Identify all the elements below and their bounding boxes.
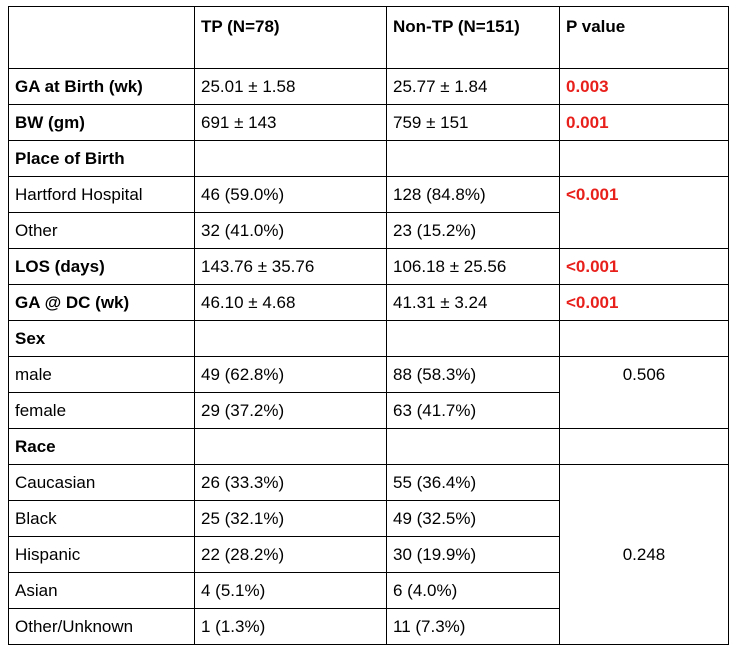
row-label: GA @ DC (wk) (8, 284, 195, 321)
tp-value: 691 ± 143 (194, 104, 387, 141)
tp-value: 46.10 ± 4.68 (194, 284, 387, 321)
header-p-value: P value (559, 6, 729, 69)
section-row: Sex (8, 320, 729, 357)
non-tp-value: 128 (84.8%) (386, 176, 560, 213)
tp-value: 49 (62.8%) (194, 356, 387, 393)
tp-value: 22 (28.2%) (194, 536, 387, 573)
tp-value: 32 (41.0%) (194, 212, 387, 249)
table-row: Caucasian 26 (33.3%) 55 (36.4%) 0.248 (8, 464, 729, 645)
table-row: male 49 (62.8%) 88 (58.3%) 0.506 (8, 356, 729, 429)
empty-cell (559, 428, 729, 465)
tp-value: 1 (1.3%) (194, 608, 387, 645)
empty-cell (386, 140, 560, 177)
tp-value: 29 (37.2%) (194, 392, 387, 429)
p-value: 0.506 (559, 356, 729, 429)
empty-cell (194, 140, 387, 177)
p-value: <0.001 (559, 176, 729, 249)
row-label: BW (gm) (8, 104, 195, 141)
row-label: Other (8, 212, 195, 249)
p-value: <0.001 (559, 284, 729, 321)
table-row: Hartford Hospital 46 (59.0%) 128 (84.8%)… (8, 176, 729, 249)
row-label: Caucasian (8, 464, 195, 501)
section-row: Race (8, 428, 729, 465)
table-row: GA @ DC (wk) 46.10 ± 4.68 41.31 ± 3.24 <… (8, 284, 729, 321)
p-value: <0.001 (559, 248, 729, 285)
empty-cell (559, 320, 729, 357)
tp-value: 143.76 ± 35.76 (194, 248, 387, 285)
row-label: Asian (8, 572, 195, 609)
tp-value: 4 (5.1%) (194, 572, 387, 609)
table-row: BW (gm) 691 ± 143 759 ± 151 0.001 (8, 104, 729, 141)
empty-cell (559, 140, 729, 177)
tp-value: 25.01 ± 1.58 (194, 68, 387, 105)
header-tp: TP (N=78) (194, 6, 387, 69)
row-label: GA at Birth (wk) (8, 68, 195, 105)
table-row: GA at Birth (wk) 25.01 ± 1.58 25.77 ± 1.… (8, 68, 729, 105)
row-label: Other/Unknown (8, 608, 195, 645)
non-tp-value: 6 (4.0%) (386, 572, 560, 609)
table-row: Hispanic 22 (28.2%) 30 (19.9%) (8, 536, 729, 573)
table-row: Black 25 (32.1%) 49 (32.5%) (8, 500, 729, 537)
non-tp-value: 88 (58.3%) (386, 356, 560, 393)
row-label: LOS (days) (8, 248, 195, 285)
non-tp-value: 30 (19.9%) (386, 536, 560, 573)
p-value: 0.248 (559, 464, 729, 645)
non-tp-value: 49 (32.5%) (386, 500, 560, 537)
table-row: Other/Unknown 1 (1.3%) 11 (7.3%) (8, 608, 729, 645)
section-row: Place of Birth (8, 140, 729, 177)
empty-cell (194, 428, 387, 465)
table-row: Asian 4 (5.1%) 6 (4.0%) (8, 572, 729, 609)
row-label: male (8, 356, 195, 393)
empty-cell (194, 320, 387, 357)
row-label: Black (8, 500, 195, 537)
non-tp-value: 55 (36.4%) (386, 464, 560, 501)
non-tp-value: 25.77 ± 1.84 (386, 68, 560, 105)
row-label: female (8, 392, 195, 429)
empty-cell (386, 428, 560, 465)
section-label: Place of Birth (8, 140, 195, 177)
section-label: Race (8, 428, 195, 465)
table-row: LOS (days) 143.76 ± 35.76 106.18 ± 25.56… (8, 248, 729, 285)
section-label: Sex (8, 320, 195, 357)
row-label: Hartford Hospital (8, 176, 195, 213)
empty-cell (386, 320, 560, 357)
non-tp-value: 63 (41.7%) (386, 392, 560, 429)
table-row: Other 32 (41.0%) 23 (15.2%) (8, 212, 729, 249)
non-tp-value: 106.18 ± 25.56 (386, 248, 560, 285)
table-header-row: TP (N=78) Non-TP (N=151) P value (8, 6, 729, 69)
non-tp-value: 759 ± 151 (386, 104, 560, 141)
tp-value: 26 (33.3%) (194, 464, 387, 501)
row-label: Hispanic (8, 536, 195, 573)
tp-value: 46 (59.0%) (194, 176, 387, 213)
header-cell-blank (8, 6, 195, 69)
table-row: female 29 (37.2%) 63 (41.7%) (8, 392, 729, 429)
tp-value: 25 (32.1%) (194, 500, 387, 537)
p-value: 0.001 (559, 104, 729, 141)
non-tp-value: 11 (7.3%) (386, 608, 560, 645)
header-non-tp: Non-TP (N=151) (386, 6, 560, 69)
non-tp-value: 23 (15.2%) (386, 212, 560, 249)
p-value: 0.003 (559, 68, 729, 105)
comparison-table: TP (N=78) Non-TP (N=151) P value GA at B… (8, 6, 729, 645)
non-tp-value: 41.31 ± 3.24 (386, 284, 560, 321)
